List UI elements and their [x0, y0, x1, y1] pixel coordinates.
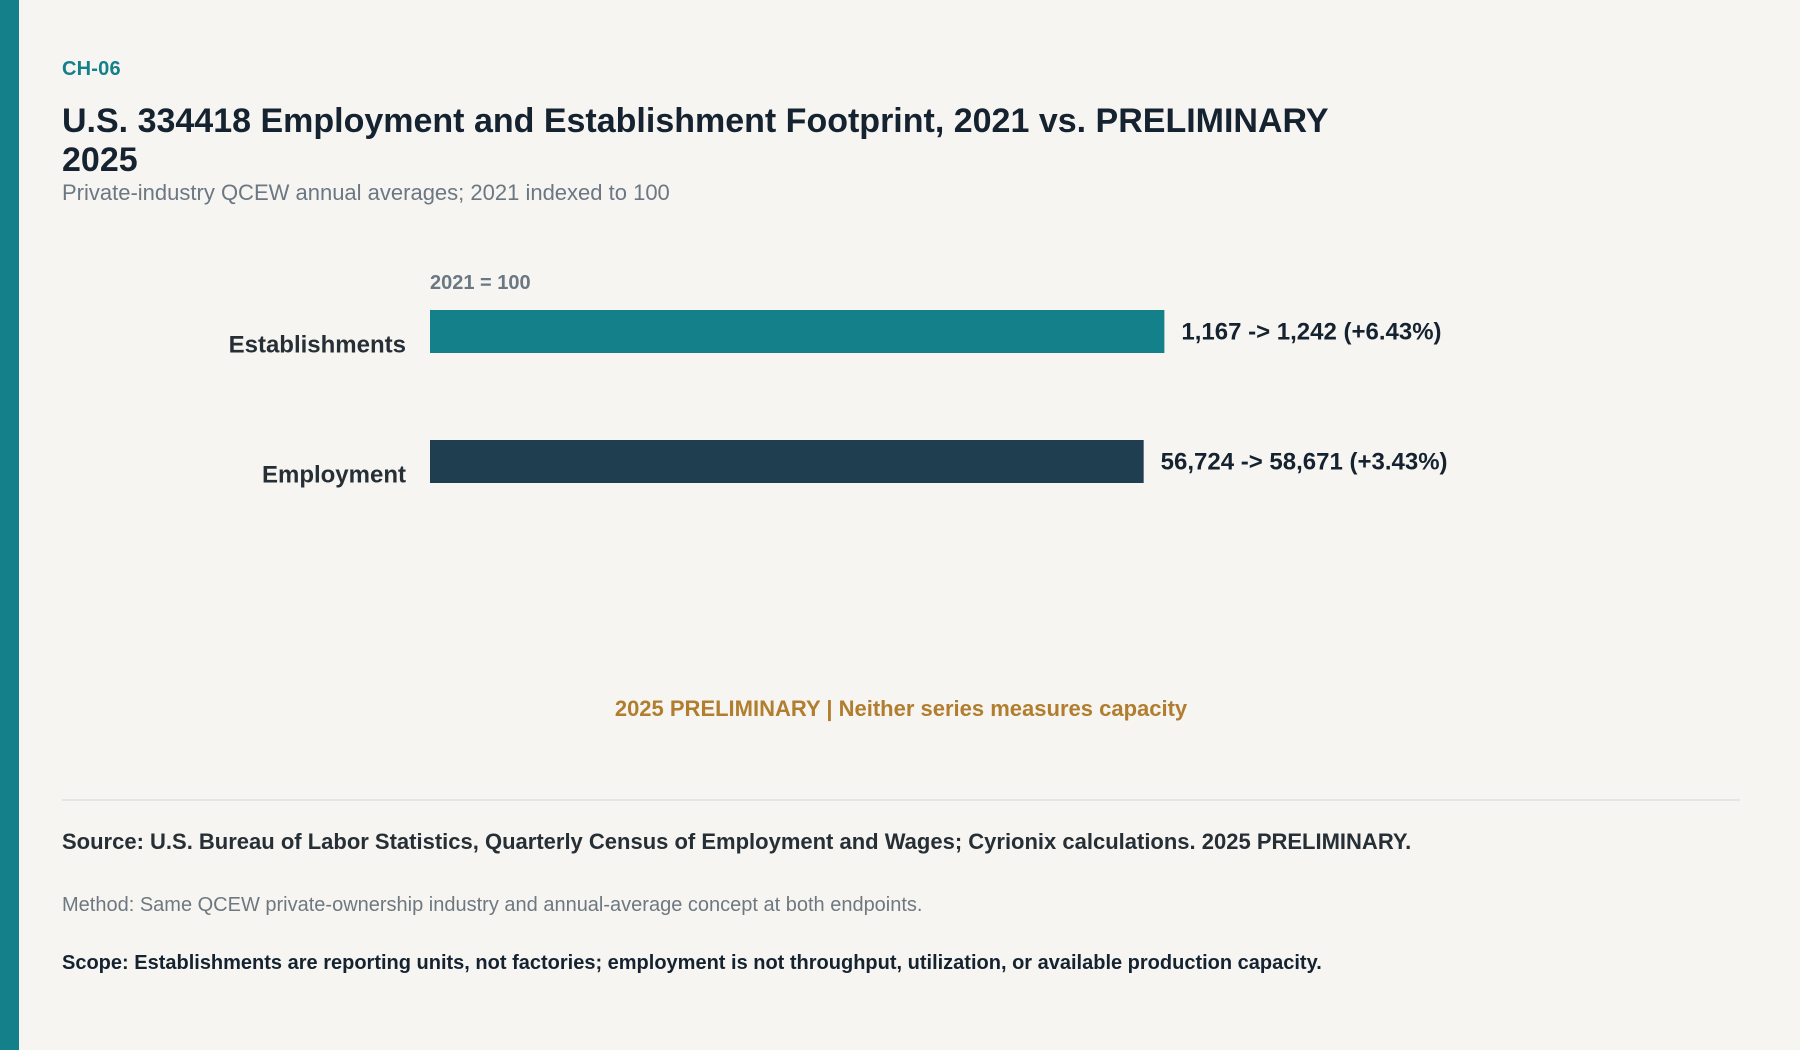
data-label-employment: 56,724 -> 58,671 (+3.43%) [1161, 449, 1448, 476]
category-label-establishments: Establishments [229, 332, 406, 359]
category-label-employment: Employment [262, 462, 406, 489]
chart-id: CH-06 [62, 58, 121, 80]
method-note: Method: Same QCEW private-ownership indu… [62, 894, 923, 916]
chart-title: U.S. 334418 Employment and Establishment… [62, 102, 1328, 179]
data-label-establishments: 1,167 -> 1,242 (+6.43%) [1181, 319, 1441, 346]
bar-chart: 2021 = 100 Establishments 1,167 -> 1,242 … [229, 272, 1448, 489]
footer-divider [62, 799, 1740, 801]
scope-note: Scope: Establishments are reporting unit… [62, 952, 1322, 974]
bar-employment [430, 440, 1144, 483]
source-note: Source: U.S. Bureau of Labor Statistics,… [62, 829, 1412, 854]
index-label: 2021 = 100 [430, 272, 531, 294]
accent-bar [0, 0, 19, 1050]
bar-establishments [430, 310, 1165, 353]
preliminary-annotation: 2025 PRELIMINARY | Neither series measur… [614, 696, 1188, 721]
chart-subtitle: Private-industry QCEW annual averages; 2… [62, 180, 670, 205]
bars-layer: Establishments 1,167 -> 1,242 (+6.43%) Emp… [229, 310, 1448, 489]
